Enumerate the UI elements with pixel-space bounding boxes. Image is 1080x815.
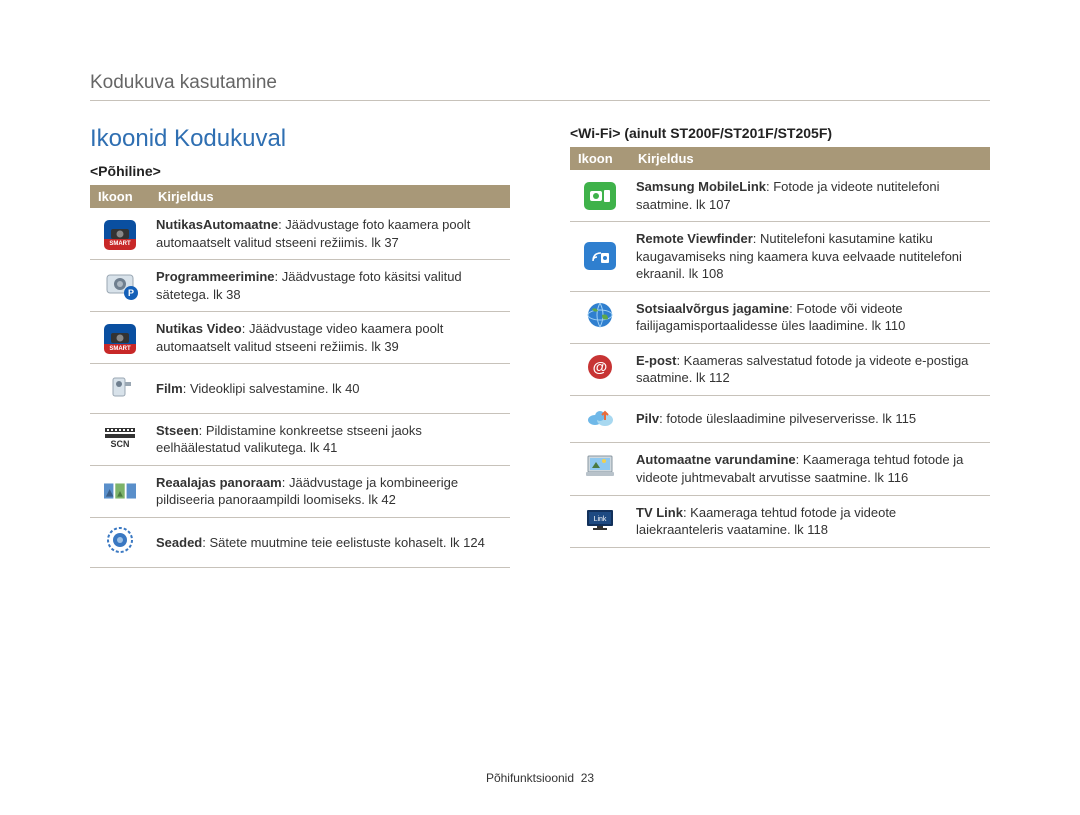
icon-cell (90, 364, 150, 414)
left-column: Ikoonid Kodukuval <Põhiline> Ikoon Kirje… (90, 125, 510, 568)
desc-cell: Pilv: fotode üleslaadimine pilveserveris… (630, 395, 990, 443)
icon-cell: Link (570, 495, 630, 547)
th-desc: Kirjeldus (630, 147, 990, 170)
laptop-icon (584, 453, 616, 481)
row-desc: : fotode üleslaadimine pilveserverisse. … (659, 411, 916, 426)
desc-cell: Reaalajas panoraam: Jäädvustage ja kombi… (150, 465, 510, 517)
icon-cell (90, 518, 150, 568)
row-term: Pilv (636, 411, 659, 426)
row-term: Nutikas Video (156, 321, 242, 336)
table-row: Film: Videoklipi salvestamine. lk 40 (90, 364, 510, 414)
th-desc: Kirjeldus (150, 185, 510, 208)
table-row: SMART NutikasAutomaatne: Jäädvustage fot… (90, 208, 510, 260)
cloud-icon (584, 404, 616, 432)
row-term: E-post (636, 353, 676, 368)
right-subhead: <Wi-Fi> (ainult ST200F/ST201F/ST205F) (570, 125, 990, 141)
icon-cell (570, 291, 630, 343)
mobilelink-icon (584, 182, 616, 210)
desc-cell: Sotsiaalvõrgus jagamine: Fotode või vide… (630, 291, 990, 343)
row-term: NutikasAutomaatne (156, 217, 278, 232)
row-term: Remote Viewfinder (636, 231, 753, 246)
row-term: Seaded (156, 535, 202, 550)
desc-cell: Remote Viewfinder: Nutitelefoni kasutami… (630, 222, 990, 292)
left-subhead: <Põhiline> (90, 163, 510, 179)
left-table: Ikoon Kirjeldus SMART NutikasAutomaatne:… (90, 185, 510, 568)
table-row: Reaalajas panoraam: Jäädvustage ja kombi… (90, 465, 510, 517)
desc-cell: Nutikas Video: Jäädvustage video kaamera… (150, 312, 510, 364)
row-term: Automaatne varundamine (636, 452, 796, 467)
icon-cell: SMART (90, 208, 150, 260)
table-row: Pilv: fotode üleslaadimine pilveserveris… (570, 395, 990, 443)
desc-cell: Samsung MobileLink: Fotode ja videote nu… (630, 170, 990, 222)
table-row: Samsung MobileLink: Fotode ja videote nu… (570, 170, 990, 222)
icon-cell (570, 222, 630, 292)
film-icon (104, 372, 136, 400)
scene-icon: SCN (104, 425, 136, 453)
footer-page: 23 (581, 771, 594, 785)
divider (90, 100, 990, 101)
email-icon: @ (584, 353, 616, 381)
panorama-icon (104, 477, 136, 505)
th-icon: Ikoon (90, 185, 150, 208)
table-row: P Programmeerimine: Jäädvustage foto käs… (90, 260, 510, 312)
table-row: Remote Viewfinder: Nutitelefoni kasutami… (570, 222, 990, 292)
icon-cell (570, 395, 630, 443)
icon-cell (570, 443, 630, 495)
page-title: Ikoonid Kodukuval (90, 125, 510, 153)
icon-cell (90, 465, 150, 517)
table-row: Sotsiaalvõrgus jagamine: Fotode või vide… (570, 291, 990, 343)
th-icon: Ikoon (570, 147, 630, 170)
icon-cell: @ (570, 343, 630, 395)
icon-cell (570, 170, 630, 222)
row-desc: : Sätete muutmine teie eelistuste kohase… (202, 535, 485, 550)
row-term: Programmeerimine (156, 269, 275, 284)
breadcrumb: Kodukuva kasutamine (90, 72, 990, 94)
page-footer: Põhifunktsioonid 23 (0, 771, 1080, 785)
svg-text:@: @ (593, 359, 608, 376)
table-row: SCN Stseen: Pildistamine konkreetse stse… (90, 413, 510, 465)
row-term: Reaalajas panoraam (156, 475, 282, 490)
remote-viewfinder-icon (584, 242, 616, 270)
row-term: Film (156, 381, 183, 396)
smart-video-icon: SMART (104, 324, 136, 352)
content-columns: Ikoonid Kodukuval <Põhiline> Ikoon Kirje… (90, 125, 990, 568)
footer-section: Põhifunktsioonid (486, 771, 574, 785)
desc-cell: Stseen: Pildistamine konkreetse stseeni … (150, 413, 510, 465)
desc-cell: Automaatne varundamine: Kaameraga tehtud… (630, 443, 990, 495)
row-desc: : Videoklipi salvestamine. lk 40 (183, 381, 360, 396)
row-desc: : Kaameras salvestatud fotode ja videote… (636, 353, 968, 386)
desc-cell: TV Link: Kaameraga tehtud fotode ja vide… (630, 495, 990, 547)
row-term: TV Link (636, 505, 683, 520)
table-row: @ E-post: Kaameras salvestatud fotode ja… (570, 343, 990, 395)
globe-icon (584, 301, 616, 329)
camera-p-icon: P (104, 270, 136, 298)
row-term: Samsung MobileLink (636, 179, 766, 194)
tv-icon: Link (584, 506, 616, 534)
table-row: Seaded: Sätete muutmine teie eelistuste … (90, 518, 510, 568)
right-table: Ikoon Kirjeldus Samsung MobileLink: Foto… (570, 147, 990, 548)
row-term: Sotsiaalvõrgus jagamine (636, 301, 789, 316)
smartcam-icon: SMART (104, 220, 136, 248)
desc-cell: Programmeerimine: Jäädvustage foto käsit… (150, 260, 510, 312)
desc-cell: E-post: Kaameras salvestatud fotode ja v… (630, 343, 990, 395)
desc-cell: Seaded: Sätete muutmine teie eelistuste … (150, 518, 510, 568)
table-row: Link TV Link: Kaameraga tehtud fotode ja… (570, 495, 990, 547)
table-row: SMART Nutikas Video: Jäädvustage video k… (90, 312, 510, 364)
desc-cell: NutikasAutomaatne: Jäädvustage foto kaam… (150, 208, 510, 260)
svg-text:Link: Link (594, 516, 607, 523)
icon-cell: SCN (90, 413, 150, 465)
table-row: Automaatne varundamine: Kaameraga tehtud… (570, 443, 990, 495)
right-column: <Wi-Fi> (ainult ST200F/ST201F/ST205F) Ik… (570, 125, 990, 568)
settings-icon (104, 526, 136, 554)
row-term: Stseen (156, 423, 199, 438)
icon-cell: P (90, 260, 150, 312)
desc-cell: Film: Videoklipi salvestamine. lk 40 (150, 364, 510, 414)
icon-cell: SMART (90, 312, 150, 364)
